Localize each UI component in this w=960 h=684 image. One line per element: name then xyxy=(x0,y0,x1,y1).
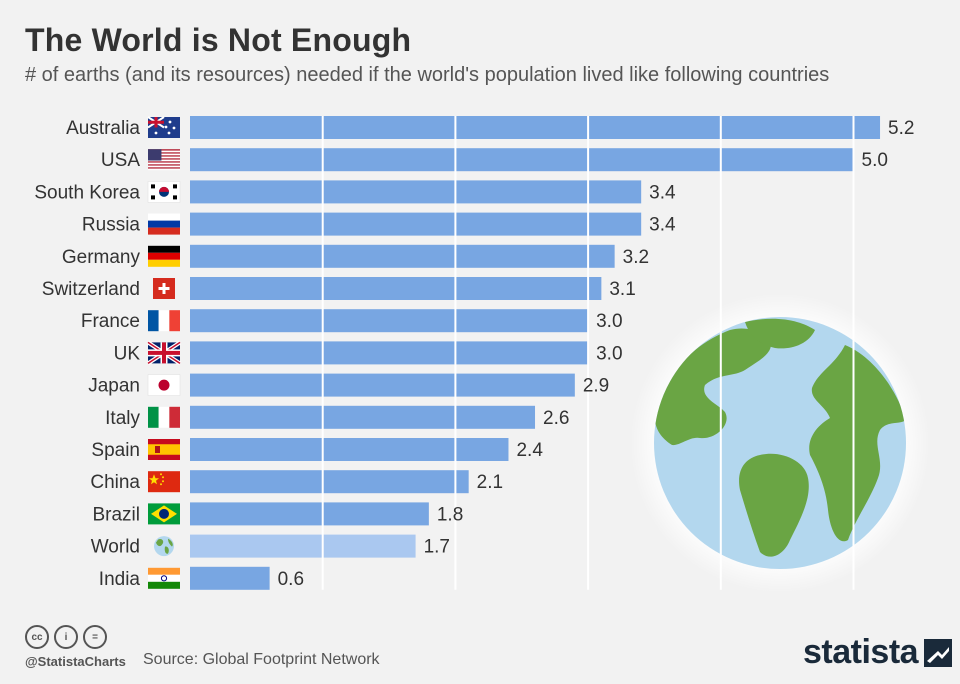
category-label: Russia xyxy=(82,215,141,236)
value-label: 1.8 xyxy=(437,504,463,525)
bar-japan xyxy=(190,373,575,397)
bar-india xyxy=(190,566,270,590)
category-label: France xyxy=(81,311,140,332)
category-label: South Korea xyxy=(34,182,140,203)
bar-uk xyxy=(190,341,589,365)
category-label: Switzerland xyxy=(42,279,140,300)
bar-italy xyxy=(190,405,536,429)
flag-italy-icon xyxy=(148,406,180,428)
bar-world xyxy=(190,534,416,558)
flag-india-icon xyxy=(148,567,180,589)
bar-brazil xyxy=(190,502,429,526)
flag-france-icon xyxy=(148,310,180,332)
bar-russia xyxy=(190,212,642,236)
category-label: USA xyxy=(101,150,140,171)
flag-spain-icon xyxy=(148,439,180,460)
value-label: 3.1 xyxy=(609,279,635,300)
attribution-icon[interactable]: i xyxy=(54,625,78,649)
category-label: Brazil xyxy=(92,504,140,525)
bar-usa xyxy=(190,148,854,172)
value-label: 3.2 xyxy=(623,247,649,268)
value-label: 3.4 xyxy=(649,182,676,203)
bar-china xyxy=(190,470,469,494)
bar-south-korea xyxy=(190,180,642,204)
value-label: 0.6 xyxy=(278,569,304,590)
statista-mark-icon xyxy=(924,638,953,667)
flag-uk-icon xyxy=(146,340,182,366)
creative-commons-icon[interactable]: cc xyxy=(25,625,49,649)
bar-australia xyxy=(190,116,881,139)
source-note: Source: Global Footprint Network xyxy=(143,651,380,668)
category-label: India xyxy=(99,569,141,590)
statista-handle[interactable]: @StatistaCharts xyxy=(25,654,126,669)
value-label: 1.7 xyxy=(424,537,450,558)
bar-france xyxy=(190,309,589,333)
license-icons: cc i = xyxy=(25,625,107,649)
bar-switzerland xyxy=(190,277,602,300)
flag-world-icon xyxy=(154,536,174,557)
flag-brazil-icon xyxy=(148,503,180,525)
category-label: Italy xyxy=(105,408,140,429)
statista-logo[interactable]: statista xyxy=(803,633,953,672)
category-label: Australia xyxy=(66,118,140,139)
value-label: 2.6 xyxy=(543,408,569,429)
category-label: Spain xyxy=(91,440,140,461)
value-label: 5.2 xyxy=(888,118,914,139)
bar-germany xyxy=(190,244,615,268)
flag-russia-icon xyxy=(148,213,180,235)
no-derivatives-icon[interactable]: = xyxy=(83,625,107,649)
category-label: China xyxy=(90,472,140,493)
brand-name: statista xyxy=(803,633,919,671)
category-label: UK xyxy=(114,343,141,364)
value-label: 3.0 xyxy=(596,343,622,364)
flag-japan-icon xyxy=(147,374,181,396)
value-label: 3.4 xyxy=(649,215,676,236)
value-label: 5.0 xyxy=(862,150,888,171)
flag-china-icon xyxy=(148,471,180,493)
category-label: Germany xyxy=(62,247,141,268)
chart-subtitle: # of earths (and its resources) needed i… xyxy=(25,64,830,86)
chart-title: The World is Not Enough xyxy=(25,22,412,58)
globe-illustration xyxy=(630,293,930,593)
flag-australia-icon xyxy=(147,116,180,138)
value-label: 2.1 xyxy=(477,472,503,493)
flag-usa-icon xyxy=(148,149,180,171)
flag-germany-icon xyxy=(148,245,180,267)
category-label: World xyxy=(91,537,140,558)
value-label: 3.0 xyxy=(596,311,622,332)
flag-switzerland-icon xyxy=(153,278,175,299)
value-label: 2.9 xyxy=(583,376,609,397)
category-label: Japan xyxy=(88,376,140,397)
bar-spain xyxy=(190,438,509,461)
flag-south-korea-icon xyxy=(147,181,181,203)
value-label: 2.4 xyxy=(516,440,543,461)
